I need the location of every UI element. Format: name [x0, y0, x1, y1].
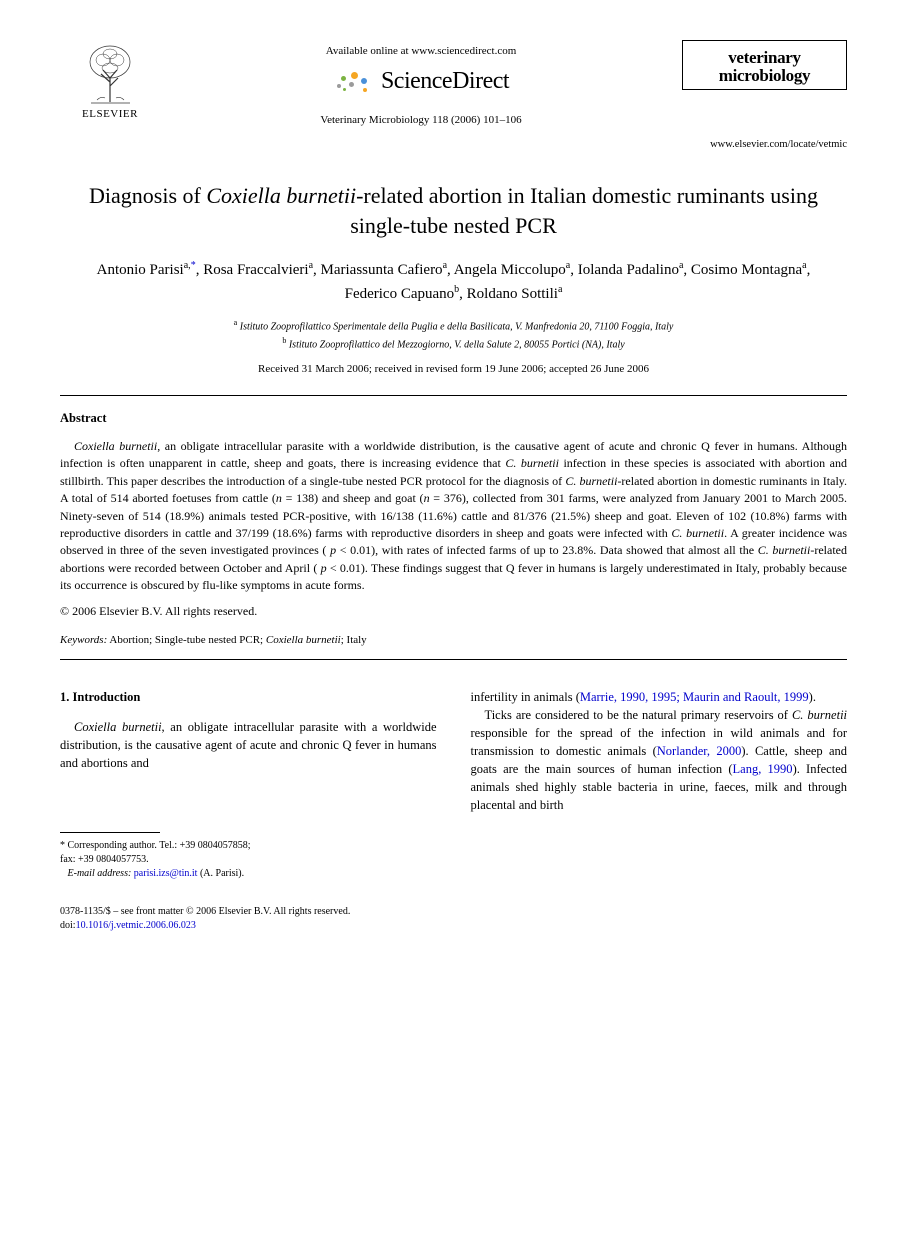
abstract-body: Coxiella burnetii, an obligate intracell… [60, 438, 847, 595]
journal-box: veterinary microbiology [682, 40, 847, 90]
fax-line: fax: +39 0804057753. [60, 853, 437, 867]
journal-box-wrapper: veterinary microbiology [682, 40, 847, 90]
author: Mariassunta Cafieroa [321, 262, 448, 278]
sciencedirect-dots-icon [333, 70, 373, 94]
platform-logo: ScienceDirect [160, 65, 682, 99]
footnote-rule [60, 832, 160, 833]
doi-link[interactable]: 10.1016/j.vetmic.2006.06.023 [76, 920, 196, 931]
author: Angela Miccolupoa [454, 262, 571, 278]
corresponding-author: * Corresponding author. Tel.: +39 080405… [60, 839, 437, 853]
keywords-label: Keywords: [60, 634, 107, 646]
left-column: 1. Introduction Coxiella burnetii, an ob… [60, 688, 437, 882]
journal-citation: Veterinary Microbiology 118 (2006) 101–1… [160, 113, 682, 128]
header-center: Available online at www.sciencedirect.co… [160, 40, 682, 128]
copyright-line: © 2006 Elsevier B.V. All rights reserved… [60, 603, 847, 620]
publisher-block: ELSEVIER [60, 40, 160, 122]
header-row: ELSEVIER Available online at www.science… [60, 40, 847, 128]
abstract-heading: Abstract [60, 410, 847, 428]
front-matter-line: 0378-1135/$ – see front matter © 2006 El… [60, 905, 847, 919]
citation-link[interactable]: Norlander, 2000 [657, 744, 742, 758]
article-title: Diagnosis of Coxiella burnetii-related a… [60, 181, 847, 240]
doi-line: doi:10.1016/j.vetmic.2006.06.023 [60, 919, 847, 933]
journal-name: veterinary microbiology [693, 49, 836, 85]
publisher-label: ELSEVIER [82, 107, 138, 122]
platform-name: ScienceDirect [381, 65, 509, 99]
author: Antonio Parisia,* [97, 262, 196, 278]
elsevier-tree-icon [83, 40, 138, 105]
authors-list: Antonio Parisia,*, Rosa Fraccalvieria, M… [60, 258, 847, 305]
rule-above-abstract [60, 395, 847, 396]
author: Roldano Sottilia [467, 286, 563, 302]
rule-below-keywords [60, 659, 847, 660]
journal-url[interactable]: www.elsevier.com/locate/vetmic [60, 138, 847, 153]
introduction-heading: 1. Introduction [60, 688, 437, 706]
affiliations: a Istituto Zooprofilattico Sperimentale … [60, 317, 847, 352]
author: Federico Capuanob [345, 286, 460, 302]
author: Rosa Fraccalvieria [203, 262, 313, 278]
citation-link[interactable]: Marrie, 1990, 1995; Maurin and Raoult, 1… [580, 690, 809, 704]
citation-link[interactable]: Lang, 1990 [733, 762, 793, 776]
right-column: infertility in animals (Marrie, 1990, 19… [471, 688, 848, 882]
author: Iolanda Padalinoa [578, 262, 684, 278]
body-columns: 1. Introduction Coxiella burnetii, an ob… [60, 688, 847, 882]
affiliation: b Istituto Zooprofilattico del Mezzogior… [60, 335, 847, 352]
email-link[interactable]: parisi.izs@tin.it [134, 868, 198, 879]
article-dates: Received 31 March 2006; received in revi… [60, 362, 847, 377]
keywords: Keywords: Abortion; Single-tube nested P… [60, 633, 847, 648]
footnotes: * Corresponding author. Tel.: +39 080405… [60, 839, 437, 881]
available-online-text: Available online at www.sciencedirect.co… [160, 44, 682, 59]
page-footer: 0378-1135/$ – see front matter © 2006 El… [60, 905, 847, 933]
email-line: E-mail address: parisi.izs@tin.it (A. Pa… [60, 867, 437, 881]
affiliation: a Istituto Zooprofilattico Sperimentale … [60, 317, 847, 334]
author: Cosimo Montagnaa [691, 262, 807, 278]
